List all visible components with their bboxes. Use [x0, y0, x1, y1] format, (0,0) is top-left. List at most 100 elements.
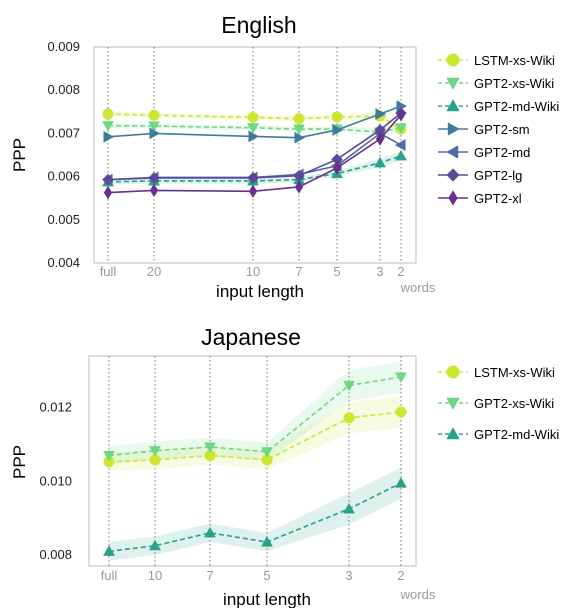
en-legend-marker-gpt2-md — [446, 145, 459, 159]
en-point-gpt2-xl — [375, 132, 385, 146]
en-point-lstm-xs-wiki — [331, 111, 343, 123]
japanese-title: Japanese — [201, 324, 301, 350]
ja-line-lstm-xs-wiki — [108, 411, 402, 463]
ja-point-gpt2-xs-wiki — [261, 447, 273, 458]
english-title: English — [221, 12, 296, 38]
ja-legend-label-gpt2-xs-wiki: GPT2-xs-Wiki — [474, 396, 554, 411]
en-point-gpt2-sm — [248, 130, 260, 143]
en-point-gpt2-xl — [294, 180, 304, 194]
en-y-tick-label: 0.006 — [47, 169, 80, 184]
en-legend-label-gpt2-sm: GPT2-sm — [474, 122, 530, 137]
ja-legend-marker-gpt2-md-wiki — [446, 427, 460, 440]
en-point-gpt2-sm — [103, 130, 115, 143]
en-legend-marker-lstm-xs-wiki — [446, 53, 460, 67]
ja-legend-marker-lstm-xs-wiki — [446, 365, 460, 379]
ja-point-gpt2-md-wiki — [395, 477, 407, 488]
ja-y-tick-label: 0.012 — [39, 400, 72, 415]
ja-x-tick-label: 2 — [397, 568, 404, 583]
en-point-gpt2-md-wiki — [374, 156, 386, 168]
en-point-gpt2-xs-wiki — [247, 123, 259, 134]
en-point-gpt2-xl — [103, 185, 113, 200]
en-point-gpt2-lg — [247, 172, 259, 184]
en-x-tick-label: 7 — [295, 264, 302, 279]
en-legend-label-lstm-xs-wiki: LSTM-xs-Wiki — [474, 53, 555, 68]
english-words-label: words — [400, 280, 436, 295]
ja-point-lstm-xs-wiki — [395, 406, 407, 418]
ja-point-gpt2-md-wiki — [261, 536, 273, 547]
en-point-gpt2-lg — [148, 172, 160, 184]
english-y-axis-label: PPP — [10, 138, 29, 172]
japanese-y-axis-label: PPP — [10, 445, 29, 479]
ja-point-gpt2-md-wiki — [204, 526, 216, 538]
ja-y-tick-label: 0.010 — [39, 473, 72, 488]
ja-point-gpt2-md-wiki — [103, 545, 115, 556]
en-point-gpt2-xs-wiki — [293, 124, 305, 136]
ja-x-tick-label: 3 — [345, 568, 352, 583]
en-point-gpt2-sm — [294, 131, 306, 144]
en-point-gpt2-lg — [102, 173, 114, 186]
en-point-lstm-xs-wiki — [247, 111, 259, 123]
en-y-tick-label: 0.005 — [47, 212, 80, 227]
en-legend-marker-gpt2-lg — [446, 168, 460, 182]
english-plot-frame — [93, 46, 417, 264]
en-point-gpt2-md — [394, 139, 406, 151]
english-panel: English 0.004 0.005 0.006 0.007 0.008 0.009 f… — [10, 12, 559, 301]
en-point-gpt2-xl — [396, 108, 406, 122]
ja-legend-label-lstm-xs-wiki: LSTM-xs-Wiki — [474, 365, 555, 380]
en-legend-label-gpt2-xs-wiki: GPT2-xs-Wiki — [474, 76, 554, 91]
ja-legend-label-gpt2-md-wiki: GPT2-md-Wiki — [474, 427, 559, 442]
ja-band-gpt2-xs-wiki — [109, 361, 401, 465]
en-legend-marker-gpt2-xs-wiki — [446, 77, 460, 90]
en-point-lstm-xs-wiki — [293, 113, 305, 125]
english-x-axis-label: input length — [216, 282, 304, 301]
ja-x-tick-label: 7 — [206, 568, 213, 583]
en-point-gpt2-sm — [332, 124, 344, 136]
en-legend-label-gpt2-md: GPT2-md — [474, 145, 530, 160]
en-band-gpt2-md-wiki — [108, 151, 401, 185]
en-point-gpt2-xl — [248, 184, 258, 199]
japanese-words-label: words — [400, 587, 436, 602]
ja-point-gpt2-md-wiki — [149, 539, 161, 551]
ja-point-gpt2-md-wiki — [343, 502, 355, 514]
ja-point-gpt2-xs-wiki — [395, 372, 407, 384]
en-point-gpt2-xs-wiki — [148, 121, 160, 133]
ja-x-tick-label: full — [101, 568, 118, 583]
en-legend-marker-gpt2-sm — [447, 122, 460, 136]
ja-point-lstm-xs-wiki — [343, 412, 355, 424]
ja-x-tick-label: 5 — [263, 568, 270, 583]
en-legend-label-gpt2-lg: GPT2-lg — [474, 168, 522, 183]
ja-y-tick-label: 0.008 — [39, 547, 72, 562]
japanese-x-axis-label: input length — [223, 590, 311, 608]
en-x-tick-label: 10 — [246, 264, 260, 279]
en-y-tick-label: 0.008 — [47, 82, 80, 97]
en-x-tick-label: 2 — [397, 264, 404, 279]
en-point-lstm-xs-wiki — [148, 109, 160, 121]
ja-legend-marker-gpt2-xs-wiki — [446, 397, 460, 410]
en-point-gpt2-sm — [375, 108, 387, 120]
en-point-gpt2-xl — [332, 161, 342, 175]
ja-point-gpt2-xs-wiki — [343, 380, 355, 392]
en-x-tick-label: 3 — [376, 264, 383, 279]
en-legend-marker-gpt2-md-wiki — [446, 99, 460, 112]
ja-point-gpt2-xs-wiki — [149, 446, 161, 457]
en-x-tick-label: full — [100, 264, 117, 279]
en-point-lstm-xs-wiki — [102, 108, 114, 120]
ja-band-lstm-xs-wiki — [109, 396, 401, 471]
ja-band-gpt2-md-wiki — [109, 467, 401, 561]
ja-line-gpt2-xs-wiki — [108, 376, 402, 457]
en-point-gpt2-xs-wiki — [395, 123, 407, 134]
en-point-gpt2-md-wiki — [395, 149, 407, 161]
en-y-tick-label: 0.004 — [47, 255, 80, 270]
ja-line-gpt2-md-wiki — [108, 482, 402, 553]
en-point-gpt2-sm — [149, 127, 161, 140]
en-x-tick-label: 5 — [333, 264, 340, 279]
en-legend-marker-gpt2-xl — [448, 190, 458, 206]
japanese-panel: Japanese 0.008 0.010 0.012 full 10 7 5 3 2 word… — [10, 324, 559, 608]
en-legend-label-gpt2-md-wiki: GPT2-md-Wiki — [474, 99, 559, 114]
en-point-gpt2-xl — [149, 183, 159, 198]
ja-point-gpt2-xs-wiki — [103, 450, 115, 462]
en-x-tick-label: 20 — [147, 264, 161, 279]
ja-point-gpt2-xs-wiki — [204, 442, 216, 454]
en-y-tick-label: 0.007 — [47, 125, 80, 140]
